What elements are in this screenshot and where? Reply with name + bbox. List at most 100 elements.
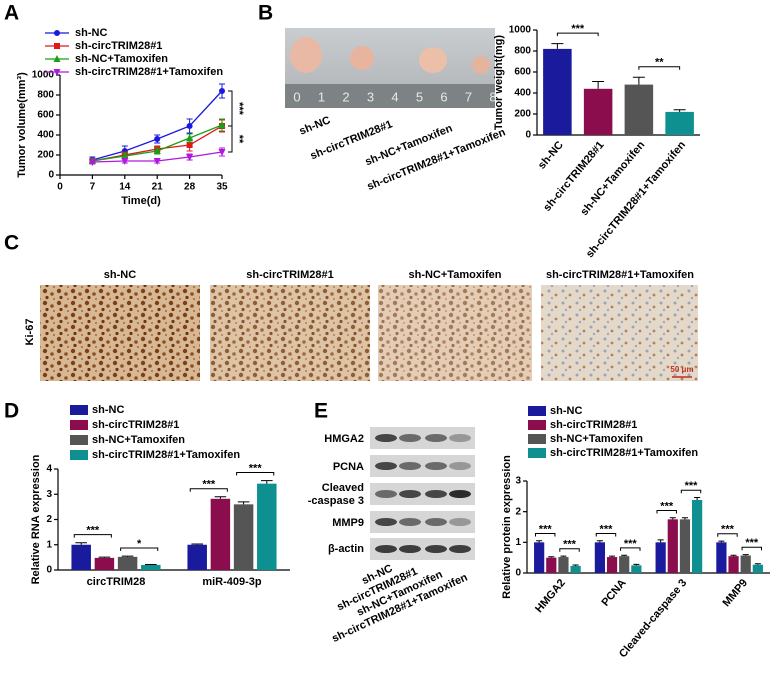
tumor-photo xyxy=(285,28,495,108)
row-label: Ki-67 xyxy=(24,319,36,346)
protein-label: Cleaved xyxy=(322,482,364,494)
x-tick-label: 7 xyxy=(90,182,96,193)
error-bar xyxy=(632,76,645,85)
bar xyxy=(233,504,254,570)
error-bar xyxy=(609,555,616,558)
significance-label: *** xyxy=(600,523,614,535)
marker xyxy=(186,154,194,161)
error-bar xyxy=(237,501,250,505)
y-axis-label: Relative protein expression xyxy=(501,455,513,599)
bar xyxy=(534,542,545,573)
bar xyxy=(594,542,606,573)
bar xyxy=(141,564,161,570)
ruler-label: 8 xyxy=(489,89,496,104)
blot-band xyxy=(425,462,447,470)
tumor xyxy=(290,37,322,73)
y-tick-label: 800 xyxy=(37,90,54,101)
significance-bracket xyxy=(559,548,580,552)
blot-band xyxy=(399,545,421,553)
error-bar xyxy=(681,517,688,520)
significance-label: * xyxy=(137,538,142,550)
tumor xyxy=(472,56,490,74)
y-tick-label: 3 xyxy=(515,476,521,487)
legend-label: sh-circTRIM28#1+Tamoxifen xyxy=(550,447,698,459)
bar xyxy=(546,557,557,573)
panel-label: A xyxy=(4,2,19,25)
legend-swatch xyxy=(70,405,88,415)
blot-strip xyxy=(370,538,475,560)
legend-swatch xyxy=(528,420,546,430)
bar xyxy=(728,556,739,573)
bar xyxy=(667,519,678,573)
significance-label: *** xyxy=(86,525,100,537)
legend-swatch xyxy=(528,448,546,458)
significance-label: ** xyxy=(655,57,664,69)
significance-bracket xyxy=(535,532,556,537)
x-tick-label: 14 xyxy=(119,182,131,193)
ihc-image xyxy=(210,285,370,381)
bar xyxy=(71,544,91,570)
marker xyxy=(186,142,193,148)
ihc-image xyxy=(541,285,698,381)
blot-band xyxy=(449,490,471,498)
western-blot: HMGA2 PCNA Cleaved -caspase 3 MMP9 β-act… xyxy=(308,433,365,555)
bar xyxy=(606,557,618,573)
error-bar xyxy=(657,539,664,543)
y-tick-label: 1 xyxy=(515,537,521,548)
blot-band xyxy=(375,518,397,526)
bar xyxy=(665,111,694,135)
ruler-label: 2 xyxy=(342,89,349,104)
error-bar xyxy=(121,555,134,557)
error-bar xyxy=(718,540,725,543)
y-tick-label: 2 xyxy=(515,506,521,517)
significance-bracket xyxy=(680,489,702,494)
marker xyxy=(153,147,161,154)
bar xyxy=(655,542,666,573)
protein-label: β-actin xyxy=(328,543,364,555)
blot-band xyxy=(375,490,397,498)
y-axis-label: Tumor weight(mg) xyxy=(493,35,505,130)
significance-bracket xyxy=(236,472,275,476)
panel-label: E xyxy=(314,400,328,423)
x-tick-label: 21 xyxy=(152,182,164,193)
error-bar xyxy=(596,540,603,543)
y-tick-label: 400 xyxy=(514,88,531,99)
ihc-images: 50 μm Ki-67 sh-NC sh-circTRIM28#1 sh-NC+… xyxy=(24,269,698,381)
error-bar xyxy=(669,517,676,520)
marker xyxy=(121,152,129,159)
bar xyxy=(740,555,751,573)
scale-bar-label: 50 μm xyxy=(670,365,693,374)
ruler-label: 7 xyxy=(465,89,472,104)
marker xyxy=(186,134,194,141)
bar xyxy=(631,565,642,573)
blot-band xyxy=(375,462,397,470)
error-bar xyxy=(633,563,640,566)
legend-label: sh-circTRIM28#1+Tamoxifen xyxy=(75,66,223,78)
blot-band xyxy=(399,434,421,442)
x-tick-label: 28 xyxy=(184,182,196,193)
error-bar xyxy=(551,43,564,49)
protein-label: MMP9 xyxy=(332,517,364,529)
x-tick-label: 0 xyxy=(57,182,63,193)
bar xyxy=(691,500,703,573)
significance-bracket xyxy=(595,532,617,537)
significance-bracket xyxy=(228,125,233,153)
y-tick-label: 400 xyxy=(37,130,54,141)
bar xyxy=(187,544,207,570)
error-bar xyxy=(261,480,273,484)
bar xyxy=(716,542,727,573)
x-tick-label: PCNA xyxy=(599,577,628,609)
significance-bracket xyxy=(741,546,762,551)
blot-band xyxy=(449,462,471,470)
legend-label: sh-NC+Tamoxifen xyxy=(550,433,643,445)
legend-label: sh-circTRIM28#1 xyxy=(75,40,162,52)
marker xyxy=(153,158,161,165)
x-tick-label: miR-409-3p xyxy=(202,576,262,588)
significance-label: *** xyxy=(624,538,638,550)
error-bar xyxy=(730,554,737,557)
blot-band xyxy=(375,434,397,442)
ihc-image xyxy=(378,285,532,381)
significance-label: *** xyxy=(233,102,245,116)
significance-bracket xyxy=(228,90,233,127)
